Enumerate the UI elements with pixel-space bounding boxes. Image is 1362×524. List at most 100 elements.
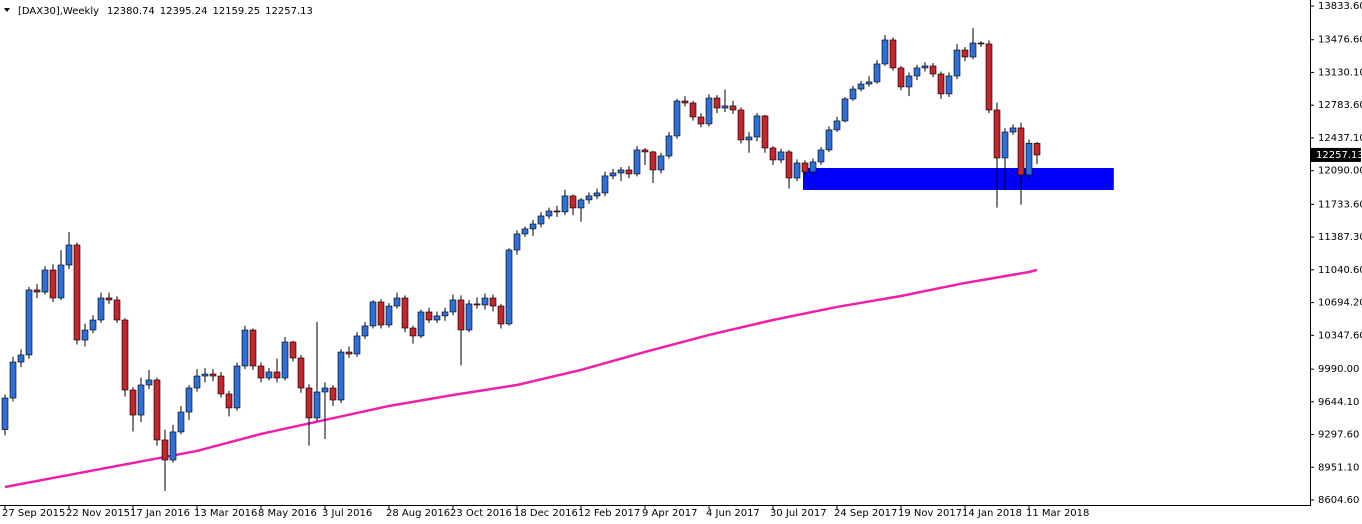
candle-body (105, 297, 113, 301)
x-tick-label: 11 Mar 2018 (1026, 508, 1089, 519)
candle-body (241, 329, 249, 367)
candle-body (929, 65, 937, 75)
candle-body (345, 351, 353, 355)
high-value: 12395.24 (160, 6, 208, 17)
candle-body (457, 299, 465, 331)
candle-body (793, 162, 801, 179)
candle-body (393, 297, 401, 307)
candle-body (161, 439, 169, 461)
candle-body (17, 354, 25, 363)
price-tag-label: 12257.13 (1316, 150, 1362, 161)
candle-body (953, 49, 961, 77)
candle-body (529, 223, 537, 230)
candle-body (257, 365, 265, 379)
candle-body (729, 105, 737, 111)
candle-body (433, 315, 441, 321)
candle-body (697, 116, 705, 125)
candle-body (657, 155, 665, 171)
candle-body (601, 175, 609, 194)
candle-body (969, 42, 977, 58)
y-tick-label: 12437.10 (1318, 133, 1362, 144)
x-tick-label: 27 Sep 2015 (2, 508, 65, 519)
candle-body (889, 39, 897, 69)
candle-body (417, 311, 425, 337)
candle-body (377, 301, 385, 326)
candle-body (569, 195, 577, 209)
candle-body (233, 365, 241, 409)
y-tick-label: 9297.60 (1318, 430, 1359, 441)
chart-header: [DAX30],Weekly 12380.74 12395.24 12159.25 12… (18, 6, 313, 17)
candle-body (985, 43, 993, 111)
candle-body (121, 319, 129, 391)
low-value: 12159.25 (212, 6, 260, 17)
plot (1, 28, 1114, 491)
candle-body (369, 301, 377, 327)
candle-body (945, 75, 953, 95)
candle-body (873, 63, 881, 83)
candle-body (817, 149, 825, 163)
candle-body (193, 375, 201, 389)
candle-body (41, 269, 49, 293)
candle-body (113, 299, 121, 321)
menu-arrow[interactable] (4, 8, 10, 12)
candle-body (801, 162, 809, 173)
candle-body (849, 88, 857, 100)
candle-body (329, 387, 337, 401)
candle-body (913, 67, 921, 77)
candle-body (145, 379, 153, 386)
candle-body (217, 375, 225, 395)
x-tick-label: 28 Aug 2016 (386, 508, 450, 519)
candle-body (281, 341, 289, 379)
candle-body (649, 151, 657, 171)
candle-body (505, 249, 513, 325)
candle-body (1033, 142, 1041, 156)
candle-body (625, 169, 633, 175)
y-tick-label: 13833.60 (1318, 1, 1362, 12)
candle-body (753, 115, 761, 138)
x-tick-label: 8 May 2016 (258, 508, 317, 519)
candle-body (177, 411, 185, 433)
candle-body (585, 195, 593, 201)
candle-body (513, 233, 521, 251)
candle-body (809, 161, 817, 173)
candle-body (353, 335, 361, 355)
candle-body (993, 109, 1001, 159)
candle-body (769, 147, 777, 161)
candle-body (641, 149, 649, 153)
moving-average (4, 268, 1038, 489)
y-tick-label: 9644.10 (1318, 397, 1359, 408)
candle-body (473, 303, 481, 306)
candle-body (521, 228, 529, 235)
candle-body (1, 397, 9, 430)
y-tick-label: 8951.10 (1318, 462, 1359, 473)
candle-body (825, 129, 833, 151)
candle-body (89, 319, 97, 331)
candle-body (937, 73, 945, 95)
x-tick-label: 17 Jan 2016 (130, 508, 190, 519)
candle-body (449, 299, 457, 313)
y-tick-label: 10694.20 (1318, 298, 1362, 309)
candle-body (401, 297, 409, 329)
chart-title: [DAX30],Weekly (18, 6, 99, 17)
candle-body (1009, 127, 1017, 133)
candle-body (537, 215, 545, 225)
candle-body (841, 98, 849, 122)
candle-body (313, 391, 321, 419)
y-tick-label: 12783.60 (1318, 100, 1362, 111)
support-zone (803, 167, 1114, 190)
y-tick-label: 13130.10 (1318, 67, 1362, 78)
candle-body (9, 361, 17, 399)
y-tick-label: 11387.30 (1318, 232, 1362, 243)
candle-body (137, 384, 145, 416)
candle-body (49, 269, 57, 299)
candle-body (777, 151, 785, 161)
candle-body (705, 97, 713, 125)
candle-body (577, 199, 585, 209)
x-tick-label: 24 Sep 2017 (834, 508, 897, 519)
x-tick-label: 30 Jul 2017 (770, 508, 827, 519)
candle-body (441, 311, 449, 317)
candle-body (665, 135, 673, 157)
x-tick-label: 13 Mar 2016 (194, 508, 257, 519)
candle-body (481, 297, 489, 306)
candle-body (249, 329, 257, 367)
